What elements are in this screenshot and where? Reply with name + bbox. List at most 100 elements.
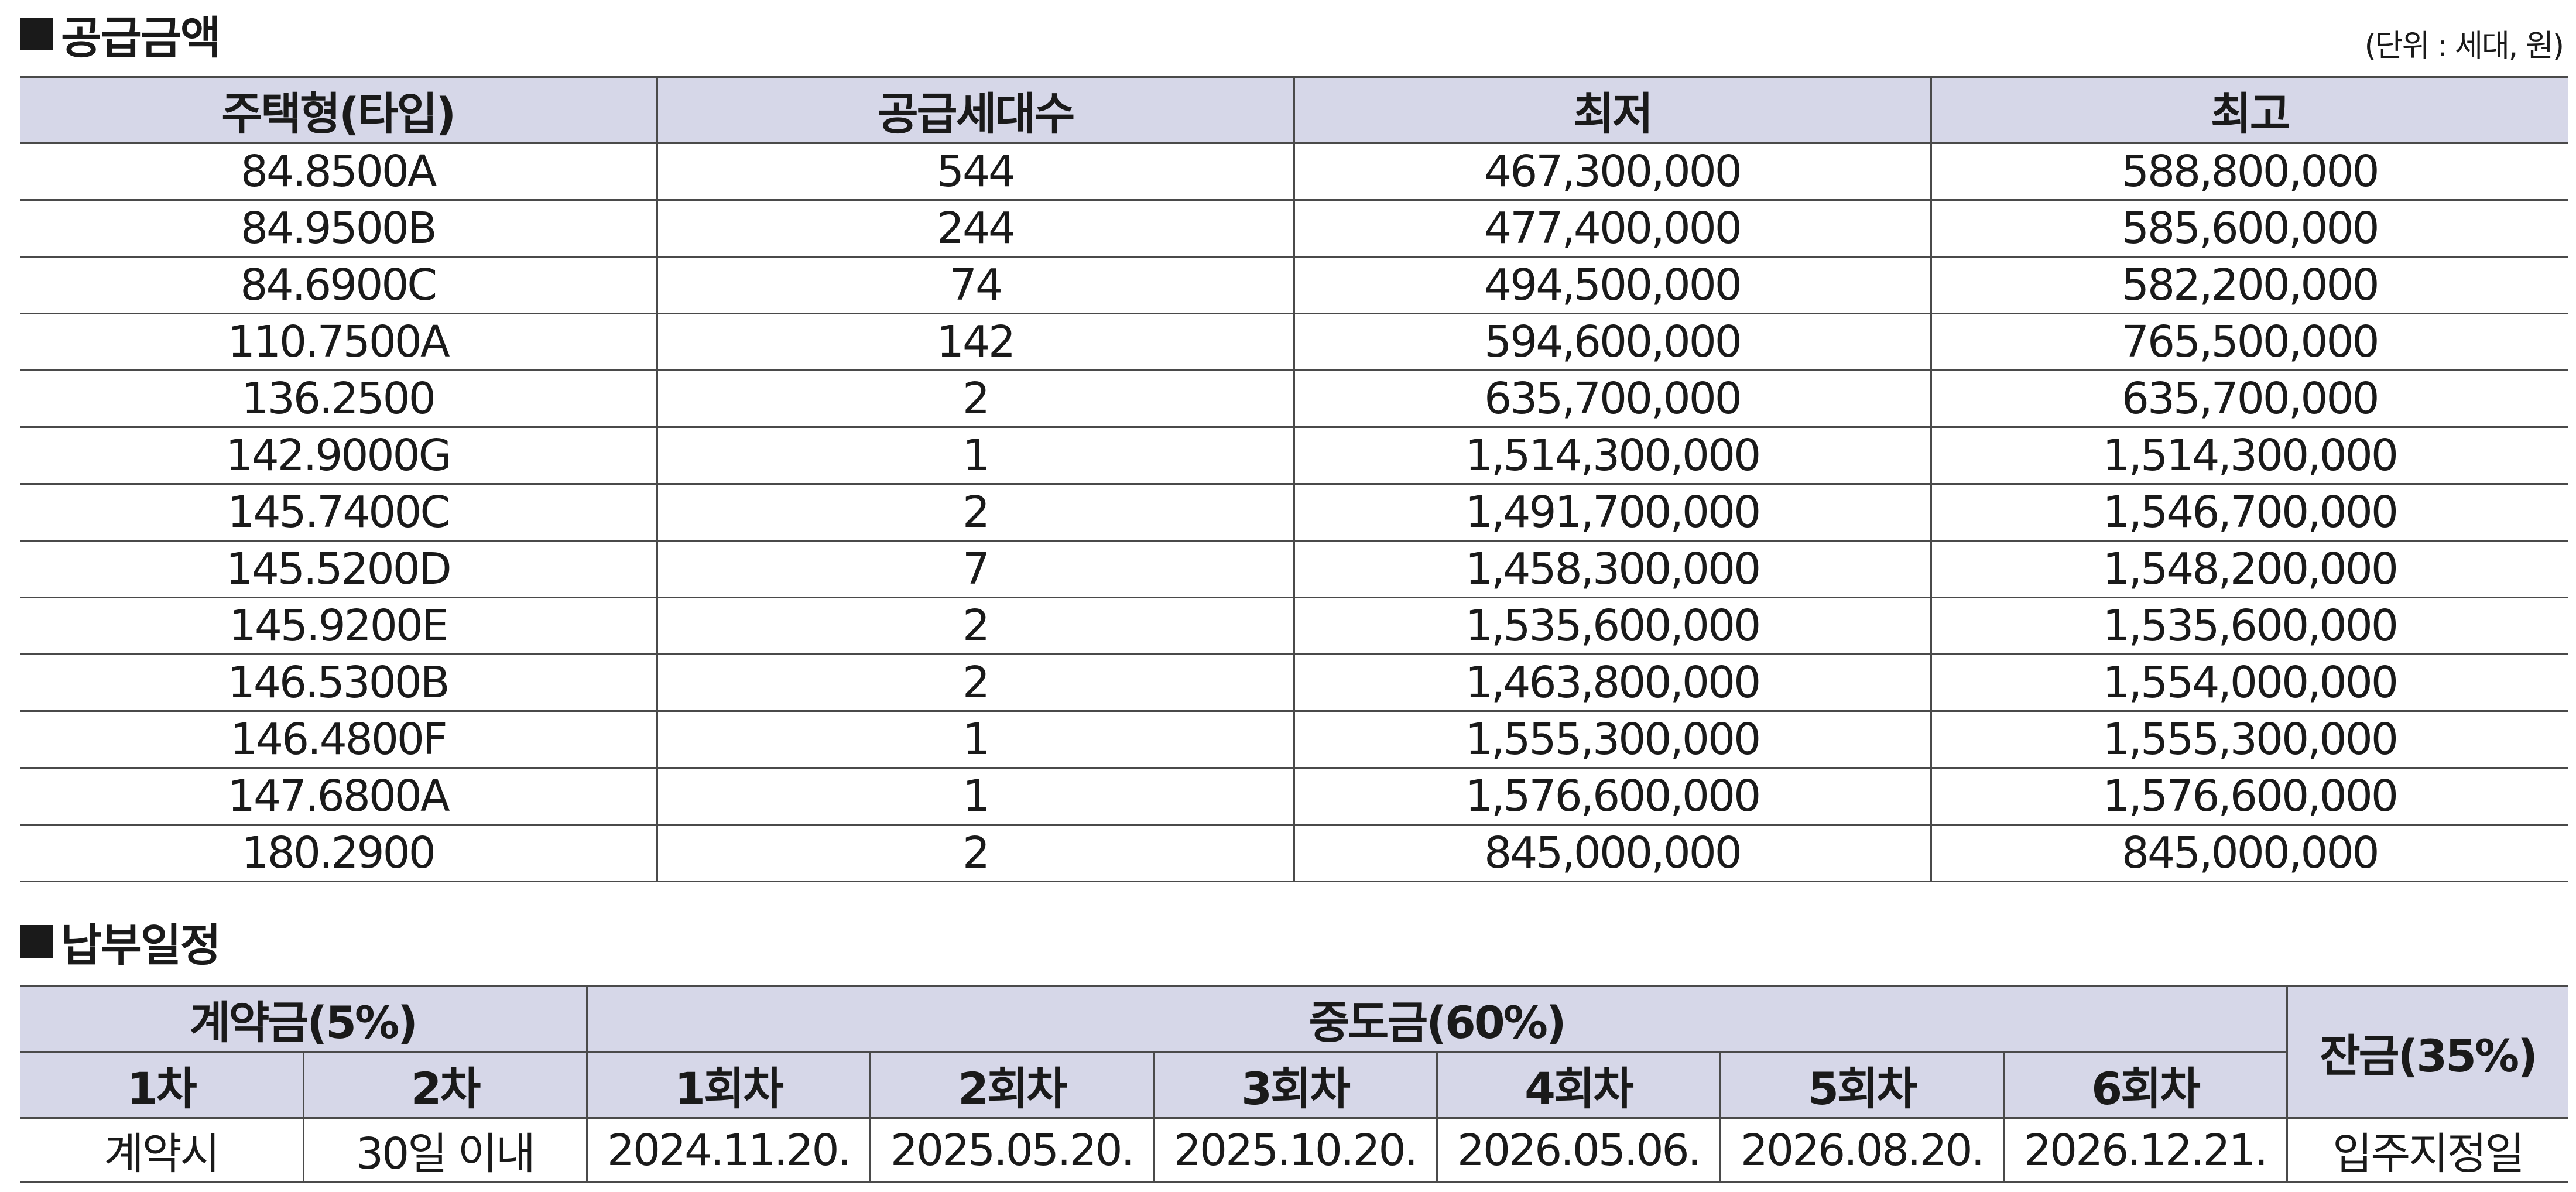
table-row: 146.4800F 1 1,555,300,000 1,555,300,000 — [20, 710, 2568, 769]
unit-note: (단위 : 세대, 원) — [2364, 29, 2564, 64]
square-bullet-icon — [20, 18, 53, 50]
cell-min-price: 477,400,000 — [1293, 199, 1932, 258]
header-unit-type: 주택형(타입) — [20, 76, 658, 144]
cell-max-price: 1,576,600,000 — [1930, 767, 2568, 826]
table-row: 147.6800A 1 1,576,600,000 1,576,600,000 — [20, 767, 2568, 826]
supply-section-title: 공급금액 — [20, 5, 221, 64]
table-row: 146.5300B 2 1,463,800,000 1,554,000,000 — [20, 653, 2568, 712]
cell-max-price: 588,800,000 — [1930, 142, 2568, 201]
cell-unit-type: 136.2500 — [20, 369, 658, 428]
cell-max-price: 635,700,000 — [1930, 369, 2568, 428]
cell-unit-count: 2 — [656, 653, 1295, 712]
cell-unit-count: 7 — [656, 540, 1295, 598]
cell-unit-count: 244 — [656, 199, 1295, 258]
cell-min-price: 845,000,000 — [1293, 824, 1932, 882]
value-interim-4: 2026.05.06. — [1436, 1117, 1721, 1183]
cell-min-price: 635,700,000 — [1293, 369, 1932, 428]
subheader-interim-4: 4회차 — [1436, 1051, 1721, 1119]
cell-max-price: 1,554,000,000 — [1930, 653, 2568, 712]
table-row: 180.2900 2 845,000,000 845,000,000 — [20, 824, 2568, 882]
table-row: 110.7500A 142 594,600,000 765,500,000 — [20, 313, 2568, 371]
table-row: 145.9200E 2 1,535,600,000 1,535,600,000 — [20, 597, 2568, 655]
value-balance: 입주지정일 — [2286, 1117, 2568, 1183]
balance-group-header: 잔금(35%) — [2286, 985, 2568, 1119]
value-interim-3: 2025.10.20. — [1152, 1117, 1438, 1183]
subheader-interim-2: 2회차 — [869, 1051, 1155, 1119]
cell-unit-type: 84.9500B — [20, 199, 658, 258]
table-row: 84.6900C 74 494,500,000 582,200,000 — [20, 256, 2568, 314]
cell-max-price: 585,600,000 — [1930, 199, 2568, 258]
value-interim-2: 2025.05.20. — [869, 1117, 1155, 1183]
payment-schedule-table: 계약금(5%) 중도금(60%) 잔금(35%) 1차 2차 1회차 2회차 3… — [20, 985, 2568, 1183]
cell-unit-type: 84.8500A — [20, 142, 658, 201]
cell-unit-type: 84.6900C — [20, 256, 658, 314]
cell-max-price: 1,514,300,000 — [1930, 426, 2568, 485]
schedule-value-row: 계약시 30일 이내 2024.11.20. 2025.05.20. 2025.… — [20, 1117, 2568, 1183]
cell-unit-type: 146.5300B — [20, 653, 658, 712]
subheader-interim-5: 5회차 — [1719, 1051, 2005, 1119]
subheader-deposit-1: 1차 — [20, 1051, 304, 1119]
cell-max-price: 845,000,000 — [1930, 824, 2568, 882]
cell-unit-count: 2 — [656, 369, 1295, 428]
cell-unit-count: 142 — [656, 313, 1295, 371]
cell-unit-type: 145.5200D — [20, 540, 658, 598]
cell-unit-type: 180.2900 — [20, 824, 658, 882]
cell-unit-type: 145.9200E — [20, 597, 658, 655]
schedule-section-title: 납부일정 — [20, 912, 221, 971]
subheader-interim-3: 3회차 — [1152, 1051, 1438, 1119]
cell-min-price: 494,500,000 — [1293, 256, 1932, 314]
cell-max-price: 1,535,600,000 — [1930, 597, 2568, 655]
cell-unit-count: 74 — [656, 256, 1295, 314]
cell-max-price: 582,200,000 — [1930, 256, 2568, 314]
cell-max-price: 1,555,300,000 — [1930, 710, 2568, 769]
cell-unit-count: 2 — [656, 483, 1295, 542]
cell-unit-type: 146.4800F — [20, 710, 658, 769]
table-header-row: 주택형(타입) 공급세대수 최저 최고 — [20, 76, 2568, 144]
schedule-group-row: 계약금(5%) 중도금(60%) 잔금(35%) — [20, 985, 2568, 1119]
header-max-price: 최고 — [1930, 76, 2568, 144]
cell-unit-type: 110.7500A — [20, 313, 658, 371]
cell-max-price: 765,500,000 — [1930, 313, 2568, 371]
value-interim-6: 2026.12.21. — [2002, 1117, 2288, 1183]
supply-title-text: 공급금액 — [61, 12, 221, 64]
schedule-subheader-row: 1차 2차 1회차 2회차 3회차 4회차 5회차 6회차 — [20, 1051, 2568, 1119]
cell-min-price: 594,600,000 — [1293, 313, 1932, 371]
cell-unit-count: 1 — [656, 426, 1295, 485]
cell-min-price: 1,463,800,000 — [1293, 653, 1932, 712]
cell-min-price: 1,535,600,000 — [1293, 597, 1932, 655]
cell-unit-type: 145.7400C — [20, 483, 658, 542]
cell-min-price: 1,514,300,000 — [1293, 426, 1932, 485]
supply-price-table: 주택형(타입) 공급세대수 최저 최고 84.8500A 544 467,300,0… — [20, 76, 2568, 882]
table-row: 145.7400C 2 1,491,700,000 1,546,700,000 — [20, 483, 2568, 542]
supply-table-body: 84.8500A 544 467,300,000 588,800,000 84.9500… — [20, 142, 2568, 882]
cell-unit-count: 1 — [656, 710, 1295, 769]
subheader-interim-1: 1회차 — [585, 1051, 871, 1119]
cell-unit-count: 1 — [656, 767, 1295, 826]
table-row: 145.5200D 7 1,458,300,000 1,548,200,000 — [20, 540, 2568, 598]
header-min-price: 최저 — [1293, 76, 1932, 144]
cell-max-price: 1,548,200,000 — [1930, 540, 2568, 598]
cell-min-price: 1,458,300,000 — [1293, 540, 1932, 598]
cell-unit-type: 147.6800A — [20, 767, 658, 826]
header-unit-count: 공급세대수 — [656, 76, 1295, 144]
cell-min-price: 1,555,300,000 — [1293, 710, 1932, 769]
square-bullet-icon — [20, 925, 53, 958]
cell-min-price: 1,576,600,000 — [1293, 767, 1932, 826]
value-deposit-2: 30일 이내 — [302, 1117, 588, 1183]
cell-unit-count: 544 — [656, 142, 1295, 201]
table-row: 142.9000G 1 1,514,300,000 1,514,300,000 — [20, 426, 2568, 485]
deposit-group-header: 계약금(5%) — [20, 985, 588, 1053]
schedule-title-text: 납부일정 — [61, 919, 221, 971]
cell-unit-count: 2 — [656, 597, 1295, 655]
table-row: 136.2500 2 635,700,000 635,700,000 — [20, 369, 2568, 428]
value-interim-1: 2024.11.20. — [585, 1117, 871, 1183]
cell-min-price: 1,491,700,000 — [1293, 483, 1932, 542]
cell-unit-type: 142.9000G — [20, 426, 658, 485]
subheader-interim-6: 6회차 — [2002, 1051, 2287, 1119]
value-deposit-1: 계약시 — [20, 1117, 304, 1183]
cell-unit-count: 2 — [656, 824, 1295, 882]
cell-max-price: 1,546,700,000 — [1930, 483, 2568, 542]
subheader-deposit-2: 2차 — [302, 1051, 588, 1119]
cell-min-price: 467,300,000 — [1293, 142, 1932, 201]
